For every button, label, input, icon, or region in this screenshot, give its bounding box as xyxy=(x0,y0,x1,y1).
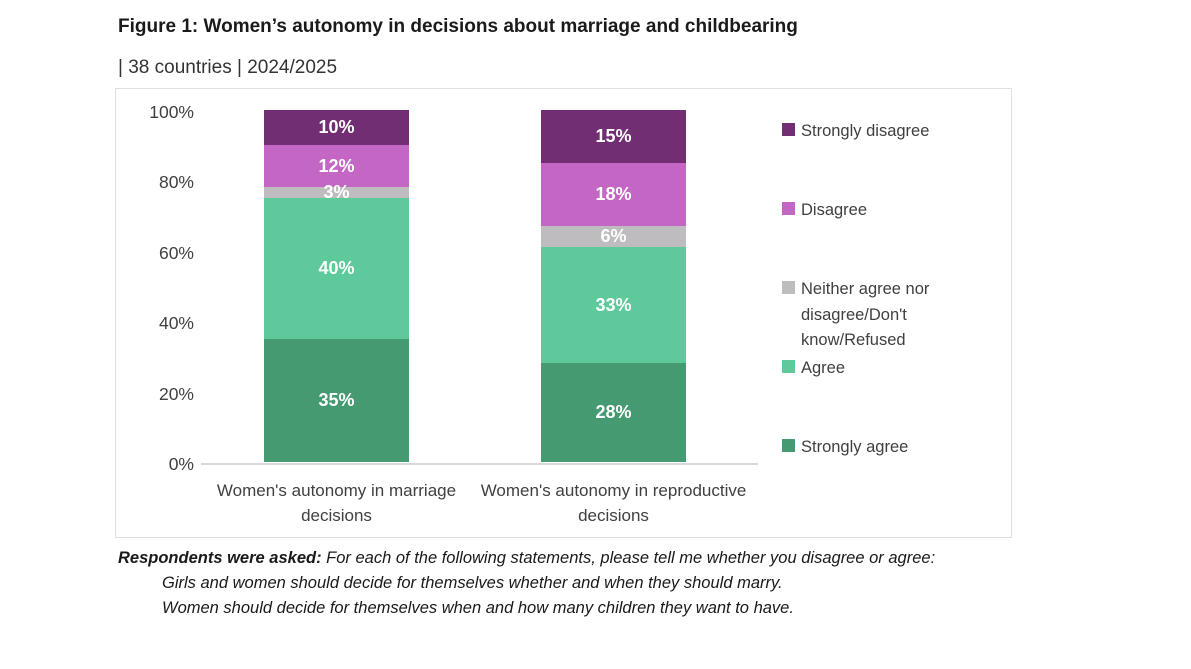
bar-segment: 15% xyxy=(541,110,686,163)
bar-segment: 12% xyxy=(264,145,409,188)
footnote: Respondents were asked: For each of the … xyxy=(118,546,1093,620)
bar-value-label: 3% xyxy=(323,182,350,203)
x-axis-category-label: Women's autonomy in reproductive decisio… xyxy=(480,481,747,525)
legend-label: Disagree xyxy=(801,201,868,219)
legend-item: Neither agree nor disagree/Don't know/Re… xyxy=(782,277,1012,354)
legend-swatch xyxy=(782,360,795,373)
stacked-bar: 35% 40% 3% 12% 10% xyxy=(264,110,409,462)
bar-segment: 40% xyxy=(264,198,409,339)
bar-segment: 28% xyxy=(541,363,686,462)
bar-segment: 33% xyxy=(541,247,686,364)
figure-subtitle: | 38 countries | 2024/2025 xyxy=(118,57,338,78)
legend-item: Strongly agree xyxy=(782,435,1012,461)
bar-segment: 18% xyxy=(541,162,686,227)
chart-panel: 0% 20% 40% 60% 80% 100% 35% 40% 3% 12% 10% Women's… xyxy=(115,88,1012,538)
footnote-intro-text: For each of the following statements, pl… xyxy=(321,549,936,567)
x-axis-category-label: Women's autonomy in marriage decisions xyxy=(216,481,457,525)
y-axis-tick-label: 80% xyxy=(158,172,194,193)
y-axis-tick-label: 100% xyxy=(149,102,194,122)
y-axis-tick-label: 20% xyxy=(158,383,194,404)
footnote-statement-2: Women should decide for themselves when … xyxy=(162,598,794,617)
legend-swatch xyxy=(782,202,795,215)
legend-label: Strongly agree xyxy=(801,438,909,456)
figure-title: Figure 1: Women’s autonomy in decisions … xyxy=(118,16,798,37)
bar-value-label: 15% xyxy=(595,125,632,146)
footnote-statement-1: Girls and women should decide for themse… xyxy=(162,573,783,592)
legend-swatch xyxy=(782,439,795,452)
bar-value-label: 10% xyxy=(318,117,355,138)
legend-swatch xyxy=(782,123,795,136)
bar-segment: 10% xyxy=(264,110,409,146)
stacked-bar: 28% 33% 6% 18% 15% xyxy=(541,110,686,462)
bar-segment: 35% xyxy=(264,338,409,462)
x-axis-line xyxy=(201,463,758,465)
legend-label: Agree xyxy=(801,359,846,377)
bar-segment: 3% xyxy=(264,182,409,202)
bar-value-label: 40% xyxy=(318,257,355,278)
legend-label: Strongly disagree xyxy=(801,122,930,140)
footnote-lead: Respondents were asked: xyxy=(118,549,322,567)
bar-value-label: 28% xyxy=(595,402,632,423)
legend-item: Strongly disagree xyxy=(782,119,1012,145)
legend-item: Disagree xyxy=(782,198,1012,224)
legend-label: Neither agree nor disagree/Don't know/Re… xyxy=(801,280,930,350)
footnote-intro: Respondents were asked: For each of the … xyxy=(118,546,1093,571)
bar-value-label: 35% xyxy=(318,389,355,410)
bar-value-label: 18% xyxy=(595,184,632,204)
bar-value-label: 33% xyxy=(595,294,632,315)
y-axis-tick-label: 60% xyxy=(158,242,194,263)
legend-swatch xyxy=(782,281,795,294)
bar-value-label: 12% xyxy=(318,155,355,176)
bar-value-label: 6% xyxy=(600,226,627,247)
legend-item: Agree xyxy=(782,356,1012,382)
bar-segment: 6% xyxy=(541,226,686,248)
y-axis-tick-label: 0% xyxy=(168,454,194,474)
y-axis-tick-label: 40% xyxy=(158,313,194,334)
